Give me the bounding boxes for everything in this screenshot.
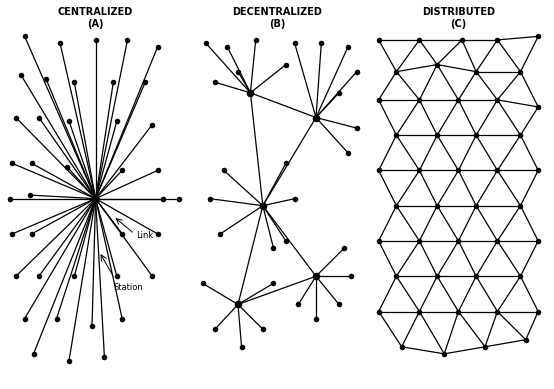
Text: Station: Station (114, 283, 143, 292)
Title: DECENTRALIZED
(B): DECENTRALIZED (B) (232, 7, 322, 28)
Title: DISTRIBUTED
(C): DISTRIBUTED (C) (422, 7, 495, 28)
Title: CENTRALIZED
(A): CENTRALIZED (A) (58, 7, 133, 28)
Text: Link: Link (136, 231, 153, 240)
